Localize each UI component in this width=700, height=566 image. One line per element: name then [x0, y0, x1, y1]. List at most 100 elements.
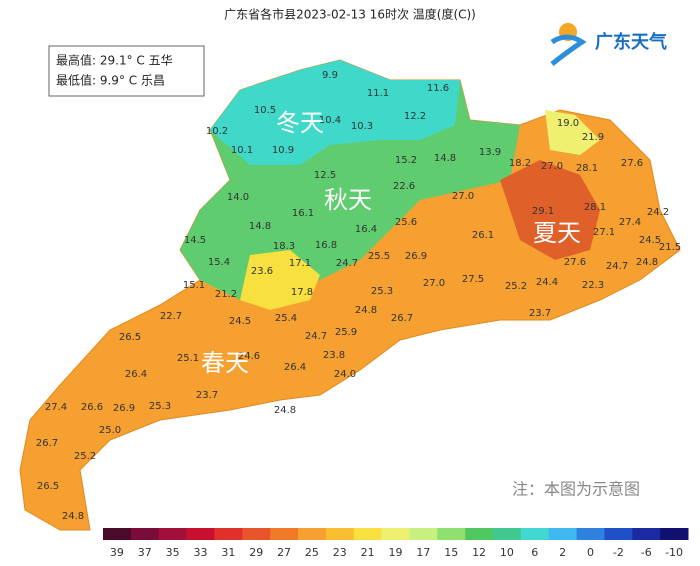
station-value: 24.4	[536, 277, 558, 288]
legend-label: -6	[641, 546, 652, 559]
legend-label: 10	[500, 546, 514, 559]
station-value: 21.9	[582, 132, 604, 143]
station-value: 25.5	[368, 251, 390, 262]
legend-swatch	[158, 528, 188, 540]
station-value: 25.9	[335, 327, 357, 338]
season-label: 秋天	[324, 186, 372, 214]
station-value: 26.6	[81, 402, 103, 413]
legend-swatch	[604, 528, 633, 540]
station-value: 11.6	[427, 83, 449, 94]
station-value: 10.5	[254, 105, 276, 116]
legend-label: 31	[221, 546, 235, 559]
legend-swatch	[103, 528, 132, 540]
legend-label: 23	[333, 546, 347, 559]
region-northeast	[545, 110, 600, 155]
legend-label: -2	[613, 546, 624, 559]
legend-label: 2	[559, 546, 566, 559]
station-value: 26.9	[113, 403, 135, 414]
station-value: 26.4	[125, 369, 147, 380]
station-value: 24.8	[62, 511, 84, 522]
legend-swatch	[660, 528, 689, 540]
station-value: 21.5	[659, 242, 681, 253]
station-value: 23.6	[251, 266, 273, 277]
station-value: 16.4	[355, 224, 377, 235]
station-value: 9.9	[322, 70, 338, 81]
station-value: 10.2	[206, 126, 228, 137]
legend-swatch	[465, 528, 494, 540]
station-value: 26.5	[37, 481, 59, 492]
station-value: 10.9	[272, 145, 294, 156]
legend-swatch	[353, 528, 383, 540]
station-value: 26.1	[472, 230, 494, 241]
station-value: 25.6	[395, 217, 417, 228]
station-value: 24.8	[355, 305, 377, 316]
station-value: 27.5	[462, 274, 484, 285]
station-value: 24.5	[229, 316, 251, 327]
legend-label: 35	[166, 546, 180, 559]
station-value: 22.7	[160, 311, 182, 322]
legend-label: 17	[416, 546, 430, 559]
region-hot	[500, 160, 600, 260]
legend-swatch	[242, 528, 271, 540]
station-value: 24.7	[305, 331, 327, 342]
min-text: 最低值: 9.9° C 乐昌	[56, 73, 165, 88]
logo-wave	[550, 34, 587, 66]
legend-label: 12	[472, 546, 486, 559]
legend-label: 27	[277, 546, 291, 559]
station-value: 25.1	[177, 353, 199, 364]
station-value: 23.8	[323, 350, 345, 361]
station-value: 24.8	[636, 257, 658, 268]
station-value: 26.9	[405, 251, 427, 262]
legend-label: 15	[444, 546, 458, 559]
legend-swatch	[548, 528, 578, 540]
station-value: 27.4	[619, 217, 641, 228]
station-value: 23.7	[529, 308, 551, 319]
station-value: 15.4	[208, 257, 230, 268]
station-value: 24.6	[238, 351, 260, 362]
legend-swatch	[632, 528, 661, 540]
station-value: 27.6	[564, 257, 586, 268]
station-value: 17.1	[289, 258, 311, 269]
station-value: 15.2	[395, 155, 417, 166]
legend-swatch	[381, 528, 410, 540]
station-value: 14.8	[434, 153, 456, 164]
station-value: 28.1	[576, 163, 598, 174]
station-value: 19.0	[557, 118, 579, 129]
station-value: 16.1	[292, 208, 314, 219]
station-value: 24.2	[647, 207, 669, 218]
station-value: 22.6	[393, 181, 415, 192]
legend-swatch	[520, 528, 550, 540]
legend-swatch	[186, 528, 215, 540]
region-cold	[210, 60, 460, 165]
season-label: 夏天	[533, 219, 581, 247]
legend-label: 0	[587, 546, 594, 559]
station-value: 16.8	[315, 240, 337, 251]
station-value: 28.1	[584, 202, 606, 213]
station-value: 27.0	[452, 191, 474, 202]
station-value: 18.2	[509, 158, 531, 169]
station-value: 25.0	[99, 425, 121, 436]
station-value: 26.5	[119, 332, 141, 343]
station-value: 18.3	[273, 241, 295, 252]
legend-swatch	[214, 528, 243, 540]
station-value: 10.1	[231, 145, 253, 156]
station-value: 15.1	[183, 280, 205, 291]
legend-swatch	[437, 528, 466, 540]
station-value: 13.9	[479, 147, 501, 158]
legend-label: -10	[665, 546, 683, 559]
station-value: 26.4	[284, 362, 306, 373]
note: 注：本图为示意图	[512, 480, 640, 499]
station-value: 17.8	[291, 287, 313, 298]
map	[19, 59, 681, 531]
station-value: 25.2	[505, 281, 527, 292]
station-value: 11.1	[367, 88, 389, 99]
station-value: 24.8	[274, 405, 296, 416]
station-value: 27.1	[593, 227, 615, 238]
season-label: 春天	[201, 349, 249, 377]
logo-text: 广东天气	[595, 31, 667, 53]
station-value: 23.7	[196, 390, 218, 401]
legend-swatch	[325, 528, 355, 540]
legend-label: 33	[194, 546, 208, 559]
season-label: 冬天	[276, 109, 324, 137]
station-value: 14.8	[249, 221, 271, 232]
